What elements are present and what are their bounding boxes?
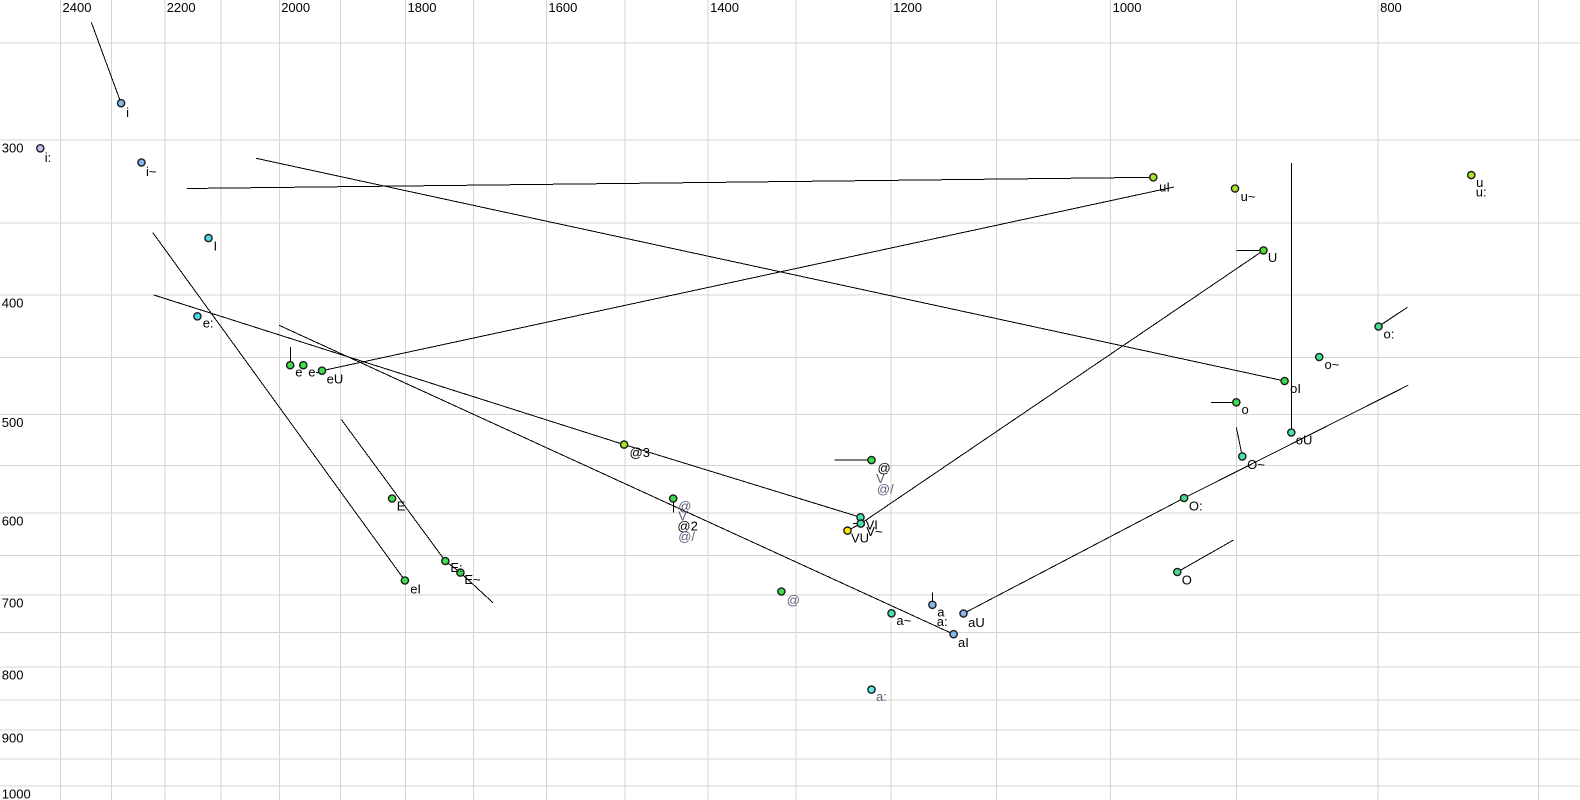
svg-text:V~: V~	[866, 524, 883, 539]
svg-text:VU: VU	[851, 531, 869, 546]
svg-text:e: e	[295, 365, 302, 380]
svg-text:a: a	[937, 605, 945, 620]
svg-text:800: 800	[1380, 0, 1402, 15]
svg-text:1000: 1000	[1113, 0, 1142, 15]
svg-text:O~: O~	[1247, 457, 1265, 472]
svg-text:1800: 1800	[408, 0, 437, 15]
svg-text:u~: u~	[1241, 189, 1256, 204]
svg-text:oI: oI	[1290, 381, 1301, 396]
svg-text:o: o	[1242, 402, 1249, 417]
svg-text:300: 300	[2, 141, 24, 156]
svg-text:@: @	[678, 498, 691, 513]
svg-text:aU: aU	[968, 615, 985, 630]
svg-text:700: 700	[2, 596, 24, 611]
svg-text:V: V	[678, 509, 687, 524]
svg-text:u: u	[1476, 175, 1483, 190]
svg-text:oU: oU	[1296, 433, 1313, 448]
svg-text:@/: @/	[877, 482, 894, 497]
svg-text:i:: i:	[45, 150, 52, 165]
svg-text:1200: 1200	[893, 0, 922, 15]
svg-text:400: 400	[2, 295, 24, 310]
svg-text:e: e	[308, 365, 315, 380]
svg-text:O:: O:	[1189, 499, 1203, 514]
svg-text:O: O	[1182, 572, 1192, 587]
svg-text:@3: @3	[630, 445, 650, 460]
svg-text:a~: a~	[896, 613, 911, 628]
svg-text:eI: eI	[410, 581, 421, 596]
svg-text:i: i	[126, 105, 129, 120]
svg-text:u:: u:	[1476, 185, 1487, 200]
svg-text:@: @	[878, 461, 891, 476]
svg-text:600: 600	[2, 513, 24, 528]
svg-text:2400: 2400	[63, 0, 92, 15]
svg-text:500: 500	[2, 415, 24, 430]
svg-text:I: I	[214, 239, 218, 254]
svg-text:o:: o:	[1384, 326, 1395, 341]
svg-text:@/: @/	[678, 529, 695, 544]
svg-text:@2: @2	[677, 519, 697, 534]
svg-text:2200: 2200	[167, 0, 196, 15]
svg-text:i~: i~	[146, 164, 157, 179]
svg-text:U: U	[1268, 250, 1277, 265]
svg-text:E:: E:	[450, 560, 462, 575]
svg-text:V: V	[876, 471, 885, 486]
svg-text:VI: VI	[866, 518, 878, 533]
svg-text:1600: 1600	[548, 0, 577, 15]
svg-text:1400: 1400	[710, 0, 739, 15]
svg-text:E: E	[397, 498, 406, 513]
svg-text:1000: 1000	[2, 787, 31, 800]
svg-text:2000: 2000	[281, 0, 310, 15]
svg-text:eU: eU	[327, 372, 344, 387]
svg-text:E~: E~	[464, 572, 481, 587]
svg-text:900: 900	[2, 731, 24, 746]
svg-text:o~: o~	[1325, 357, 1340, 372]
svg-text:a:: a:	[876, 689, 887, 704]
svg-text:800: 800	[2, 667, 24, 682]
svg-text:uI: uI	[1159, 179, 1170, 194]
svg-text:@: @	[787, 593, 800, 608]
svg-text:a:: a:	[937, 614, 948, 629]
svg-text:e:: e:	[203, 316, 214, 331]
svg-text:aI: aI	[958, 635, 969, 650]
